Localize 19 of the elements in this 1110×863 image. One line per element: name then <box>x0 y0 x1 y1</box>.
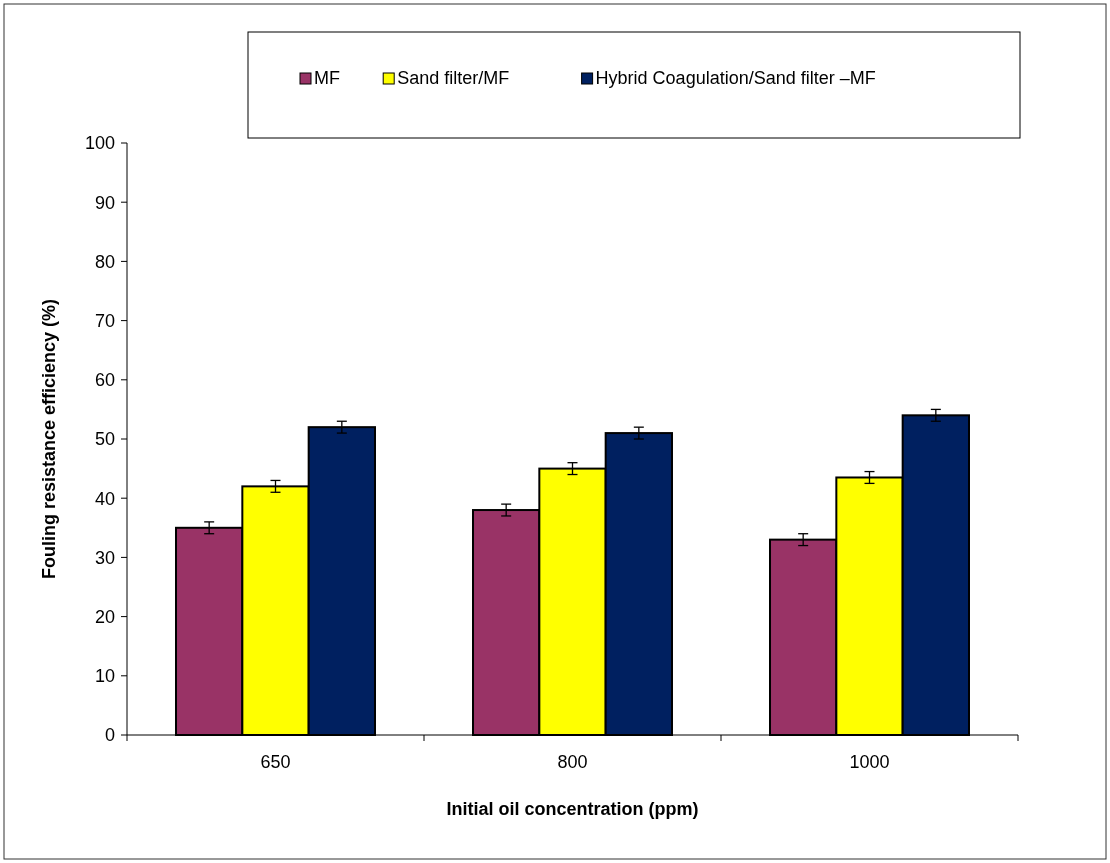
y-tick-label: 20 <box>94 606 115 627</box>
y-tick-label: 30 <box>94 547 115 568</box>
y-tick-label: 10 <box>94 666 115 687</box>
y-tick-label: 100 <box>84 133 115 154</box>
y-tick-label: 40 <box>94 488 115 509</box>
y-tick-label: 70 <box>94 310 115 331</box>
y-tick-label: 90 <box>94 192 115 213</box>
y-tick-label: 80 <box>94 251 115 272</box>
legend-label: Sand filter/MF <box>397 68 510 88</box>
x-axis-title: Initial oil concentration (ppm) <box>446 799 699 819</box>
y-tick-label: 50 <box>94 429 115 450</box>
x-tick-label: 1000 <box>849 752 890 772</box>
legend-label: Hybrid Coagulation/Sand filter –MF <box>595 68 876 88</box>
legend-label: MF <box>314 68 340 88</box>
x-tick-label: 650 <box>260 752 291 772</box>
y-axis-title: Fouling resistance efficiency (%) <box>39 298 59 580</box>
x-tick-label: 800 <box>557 752 588 772</box>
y-tick-label: 60 <box>94 370 115 391</box>
y-tick-label: 0 <box>104 725 115 746</box>
